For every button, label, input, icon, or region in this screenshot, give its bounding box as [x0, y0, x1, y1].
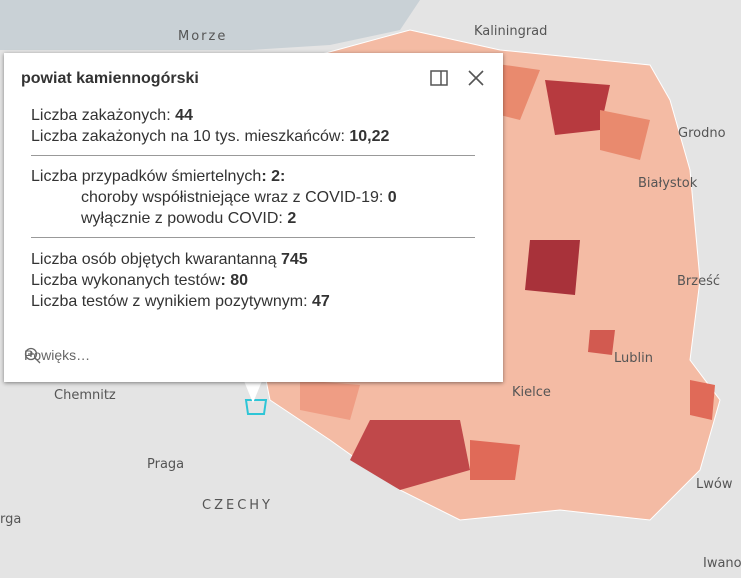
field-row: wyłącznie z powodu COVID: 2	[31, 208, 475, 229]
region	[588, 330, 615, 355]
field-row: Liczba przypadków śmiertelnych: 2:	[31, 166, 475, 187]
field-label: Liczba zakażonych:	[31, 107, 176, 124]
popup-section: Liczba zakażonych: 44 Liczba zakażonych n…	[31, 105, 475, 156]
field-label: choroby współistniejące wraz z COVID-19:	[81, 189, 388, 206]
region	[470, 440, 520, 480]
popup-pointer	[244, 381, 262, 403]
field-value: 2	[287, 210, 297, 227]
popup-title: powiat kamiennogórski	[21, 70, 199, 87]
region	[300, 380, 360, 420]
zoom-text: Powięks…	[24, 347, 91, 363]
zoom-link[interactable]: Powięks…	[24, 347, 91, 364]
region	[350, 420, 470, 490]
field-label: Liczba zakażonych na 10 tys. mieszkańców…	[31, 128, 350, 145]
field-label: Liczba testów z wynikiem pozytywnym:	[31, 293, 312, 310]
popup-section: Liczba przypadków śmiertelnych: 2: chorob…	[31, 166, 475, 238]
field-row: Liczba zakażonych na 10 tys. mieszkańców…	[31, 126, 475, 147]
map-label: Praga	[147, 457, 184, 472]
field-label: wyłącznie z powodu COVID:	[81, 210, 288, 227]
field-value: 44	[175, 107, 193, 124]
field-value: 0	[387, 189, 397, 206]
zoom-icon	[24, 347, 41, 364]
field-value: 47	[311, 293, 330, 310]
map-label: Brześć	[677, 274, 720, 289]
popup: powiat kamiennogórski Liczba zakażonych:…	[4, 53, 503, 382]
field-row: Liczba wykonanych testów: 80	[31, 270, 475, 291]
sea	[0, 0, 420, 50]
map-label: Kaliningrad	[474, 24, 547, 39]
map-label: Grodno	[678, 126, 726, 141]
field-value: : 80	[220, 272, 249, 289]
map-label: Lwów	[696, 477, 733, 492]
field-row: Liczba testów z wynikiem pozytywnym: 47	[31, 291, 475, 312]
field-label: Liczba wykonanych testów	[31, 272, 221, 289]
field-label: Liczba przypadków śmiertelnych	[31, 168, 262, 185]
dock-button[interactable]	[428, 67, 450, 89]
popup-section: Liczba osób objętych kwarantanną 745 Licz…	[31, 249, 475, 312]
map-label: CZECHY	[202, 498, 273, 513]
map-label: Kielce	[512, 385, 551, 400]
map-label: rga	[0, 512, 21, 527]
field-row: choroby współistniejące wraz z COVID-19:…	[31, 187, 475, 208]
map-label: Lublin	[614, 351, 653, 366]
map-label: Iwano-	[703, 556, 741, 571]
map-label: Morze	[178, 29, 227, 44]
map-label: Białystok	[638, 176, 698, 191]
region	[525, 240, 580, 295]
map-label: Chemnitz	[54, 388, 116, 403]
field-value: 745	[280, 251, 308, 268]
field-value: : 2:	[261, 168, 286, 185]
field-row: Liczba zakażonych: 44	[31, 105, 475, 126]
field-row: Liczba osób objętych kwarantanną 745	[31, 249, 475, 270]
field-label: Liczba osób objętych kwarantanną	[31, 251, 281, 268]
region	[545, 80, 610, 135]
region	[690, 380, 715, 420]
region	[600, 110, 650, 160]
close-button[interactable]	[465, 67, 487, 89]
field-value: 10,22	[349, 128, 390, 145]
